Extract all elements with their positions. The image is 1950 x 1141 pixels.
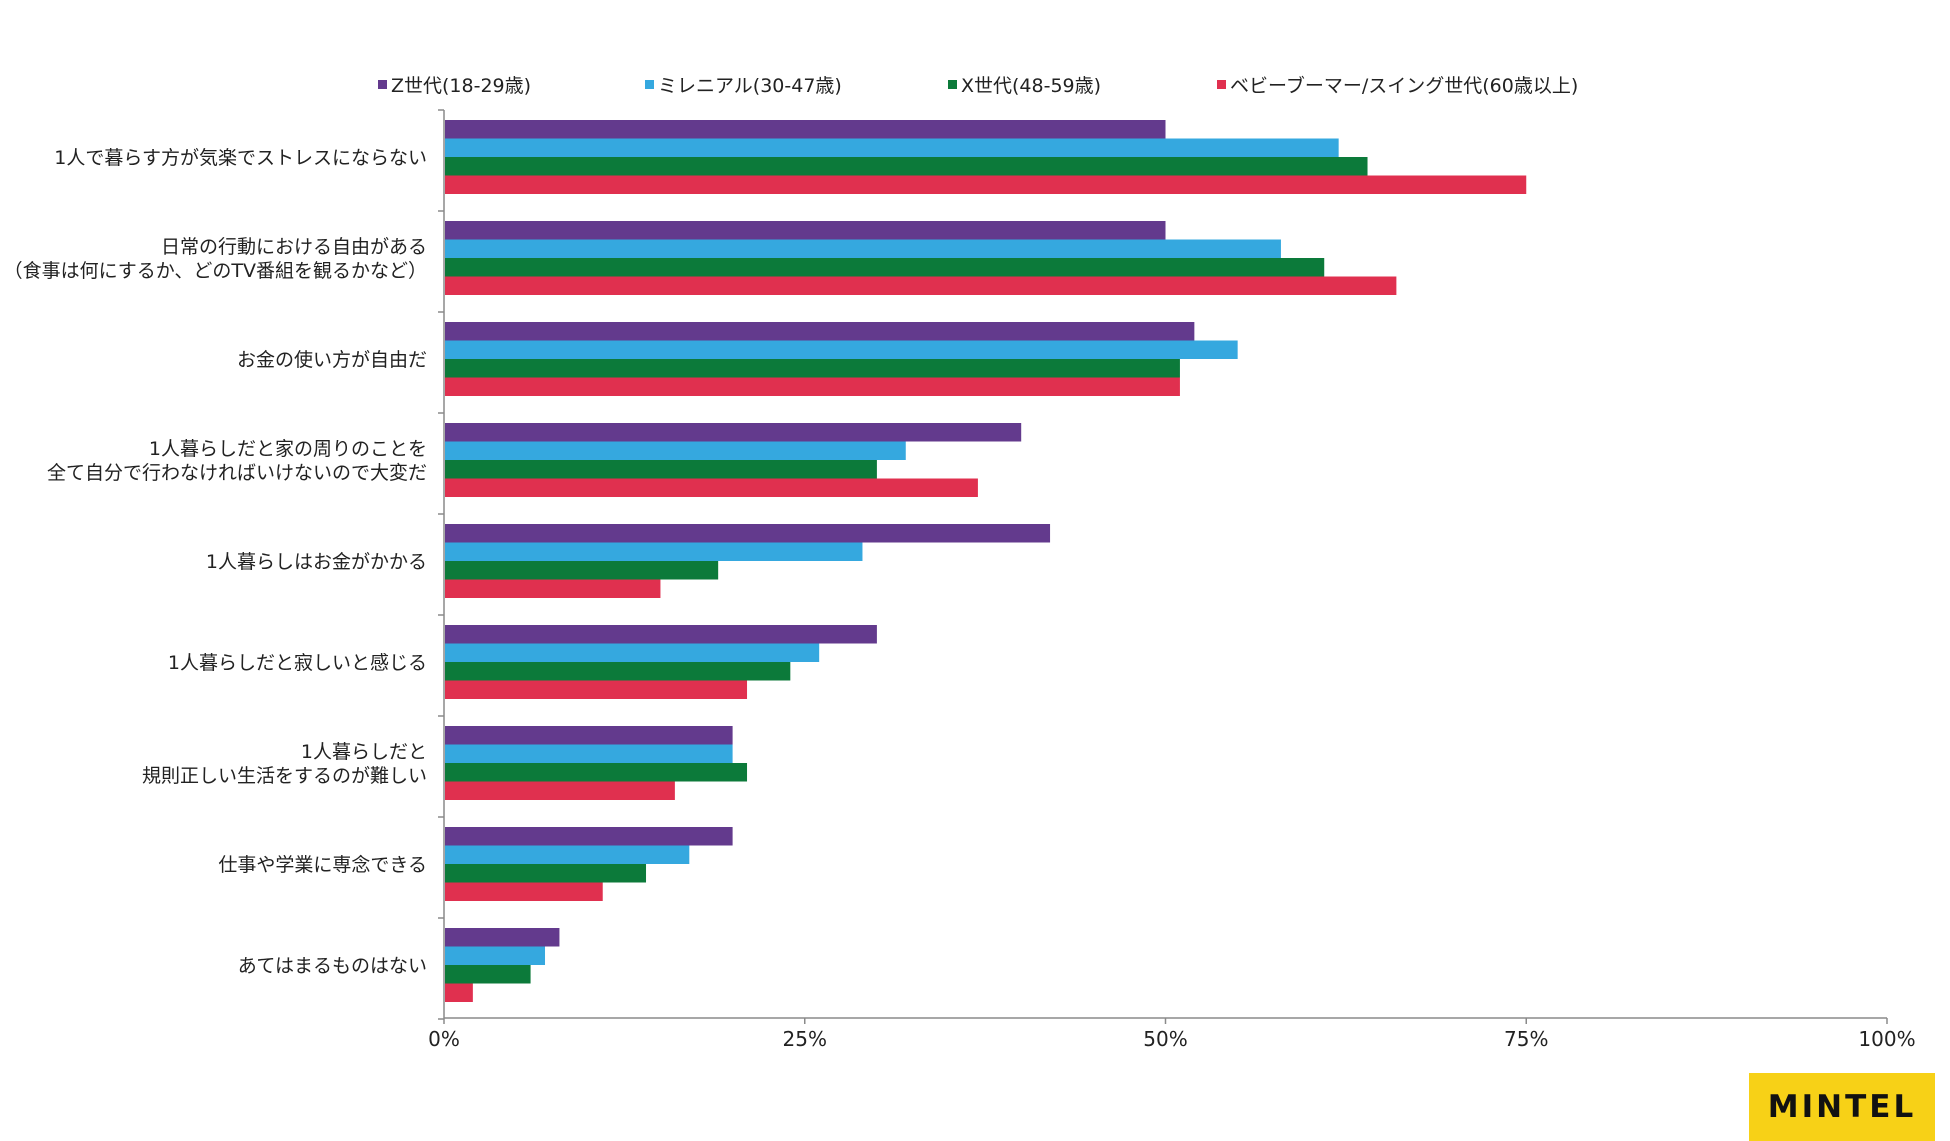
bar-c7-s3 bbox=[445, 763, 748, 782]
bar-c6-s4 bbox=[445, 680, 748, 699]
legend-label-3: X世代(48-59歳) bbox=[961, 75, 1101, 97]
bars bbox=[445, 120, 1527, 1002]
legend-label-2: ミレニアル(30-47歳) bbox=[658, 75, 842, 97]
bar-c7-s2 bbox=[445, 744, 733, 763]
category-label-2-line-1: 日常の行動における自由がある bbox=[161, 236, 427, 258]
legend-swatch-2 bbox=[645, 80, 654, 89]
category-label-5: 1人暮らしはお金がかかる bbox=[206, 551, 427, 573]
x-tick-label-1: 25% bbox=[783, 1027, 827, 1051]
category-label-9: あてはまるものはない bbox=[238, 955, 427, 977]
legend-label-4: ベビーブーマー/スイング世代(60歳以上) bbox=[1230, 74, 1578, 97]
x-tick-label-4: 100% bbox=[1858, 1027, 1915, 1051]
category-label-3: お金の使い方が自由だ bbox=[237, 349, 427, 371]
bar-c8-s2 bbox=[445, 845, 690, 864]
category-labels: 1人で暮らす方が気楽でストレスにならない日常の行動における自由がある（食事は何に… bbox=[4, 147, 427, 977]
bar-c3-s2 bbox=[445, 340, 1238, 359]
bar-c5-s1 bbox=[445, 524, 1051, 543]
bar-c9-s3 bbox=[445, 965, 531, 984]
category-label-8: 仕事や学業に専念できる bbox=[218, 853, 427, 876]
category-label-7-line-2: 規則正しい生活をするのが難しい bbox=[142, 765, 427, 787]
bar-c1-s4 bbox=[445, 175, 1527, 194]
bar-c1-s1 bbox=[445, 120, 1166, 139]
bar-c4-s4 bbox=[445, 478, 978, 497]
bar-c9-s2 bbox=[445, 946, 546, 965]
bar-c7-s4 bbox=[445, 781, 675, 800]
category-label-2-line-2: （食事は何にするか、どのTV番組を観るかなど） bbox=[4, 260, 427, 282]
legend: Z世代(18-29歳) ミレニアル(30-47歳) X世代(48-59歳) ベビーブー… bbox=[378, 74, 1578, 97]
bar-c3-s3 bbox=[445, 359, 1180, 378]
x-tick-label-3: 75% bbox=[1504, 1027, 1548, 1051]
bar-c2-s4 bbox=[445, 276, 1397, 295]
axes bbox=[438, 109, 1888, 1024]
category-label-4-line-1: 1人暮らしだと家の周りのことを bbox=[149, 438, 427, 460]
category-label-7-line-1: 1人暮らしだと bbox=[301, 741, 427, 763]
bar-c3-s4 bbox=[445, 377, 1180, 396]
bar-c6-s1 bbox=[445, 625, 877, 644]
bar-c6-s3 bbox=[445, 662, 791, 681]
x-tick-label-2: 50% bbox=[1143, 1027, 1187, 1051]
bar-c5-s4 bbox=[445, 579, 661, 598]
bar-c9-s4 bbox=[445, 983, 473, 1002]
mintel-logo: MINTEL bbox=[1749, 1073, 1935, 1141]
bar-c5-s2 bbox=[445, 542, 863, 561]
legend-swatch-4 bbox=[1217, 80, 1226, 89]
bar-c8-s3 bbox=[445, 864, 647, 883]
bar-c8-s1 bbox=[445, 827, 733, 846]
category-label-4-line-2: 全て自分で行わなければいけないので大変だ bbox=[47, 462, 427, 484]
legend-swatch-1 bbox=[378, 80, 387, 89]
bar-c9-s1 bbox=[445, 928, 560, 947]
bar-c1-s3 bbox=[445, 157, 1368, 176]
bar-c4-s1 bbox=[445, 423, 1022, 442]
bar-c2-s1 bbox=[445, 221, 1166, 240]
bar-c5-s3 bbox=[445, 561, 719, 580]
category-label-1: 1人で暮らす方が気楽でストレスにならない bbox=[54, 147, 427, 169]
bar-c3-s1 bbox=[445, 322, 1195, 341]
bar-c2-s2 bbox=[445, 239, 1281, 258]
x-tick-labels: 0% 25% 50% 75% 100% bbox=[428, 1027, 1915, 1051]
bar-c6-s2 bbox=[445, 643, 820, 662]
bar-c7-s1 bbox=[445, 726, 733, 745]
bar-c2-s3 bbox=[445, 258, 1325, 277]
category-label-6: 1人暮らしだと寂しいと感じる bbox=[168, 652, 427, 674]
legend-swatch-3 bbox=[948, 80, 957, 89]
x-tick-label-0: 0% bbox=[428, 1027, 460, 1051]
bar-c4-s3 bbox=[445, 460, 877, 479]
legend-label-1: Z世代(18-29歳) bbox=[391, 75, 531, 97]
bar-c4-s2 bbox=[445, 441, 906, 460]
bar-c1-s2 bbox=[445, 138, 1339, 157]
bar-c8-s4 bbox=[445, 882, 603, 901]
